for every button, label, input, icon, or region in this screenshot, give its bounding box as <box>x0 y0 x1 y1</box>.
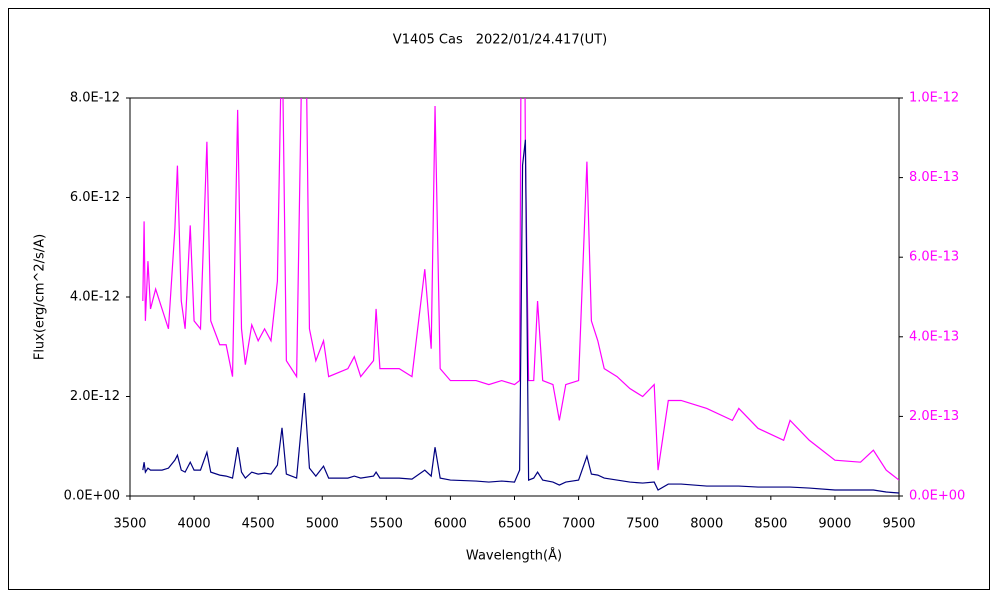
y2-tick-label: 8.0E-13 <box>909 170 959 185</box>
y-tick-label: 2.0E-12 <box>70 389 120 404</box>
x-tick-label: 5000 <box>306 517 339 532</box>
x-tick-label: 7000 <box>562 517 595 532</box>
y-tick-label: 6.0E-12 <box>70 190 120 205</box>
x-tick-label: 4500 <box>242 517 275 532</box>
spectrum-line <box>142 139 899 494</box>
plot-area <box>142 98 899 494</box>
x-tick-label: 9500 <box>882 517 915 532</box>
x-tick-label: 5500 <box>370 517 403 532</box>
y-axis-label: Flux(erg/cm^2/s/A) <box>33 234 48 360</box>
x-axis-label: Wavelength(Å) <box>466 548 562 564</box>
chart-title: V1405 Cas 2022/01/24.417(UT) <box>393 33 607 48</box>
x-tick-label: 8500 <box>754 517 787 532</box>
y2-tick-label: 6.0E-13 <box>909 250 959 265</box>
x-tick-label: 3500 <box>113 517 146 532</box>
y-tick-label: 8.0E-12 <box>70 91 120 106</box>
y-tick-label: 4.0E-12 <box>70 290 120 305</box>
y2-tick-label: 0.0E+00 <box>909 489 965 504</box>
x-tick-label: 9000 <box>818 517 851 532</box>
x-tick-label: 8000 <box>690 517 723 532</box>
x-tick-label: 7500 <box>626 517 659 532</box>
spectrum-line <box>142 98 899 481</box>
y-tick-label: 0.0E+00 <box>64 489 120 504</box>
chart-frame <box>8 8 990 590</box>
x-tick-label: 4000 <box>178 517 211 532</box>
x-tick-label: 6000 <box>434 517 467 532</box>
y2-tick-label: 1.0E-12 <box>909 91 959 106</box>
y2-tick-label: 4.0E-13 <box>909 329 959 344</box>
x-tick-label: 6500 <box>498 517 531 532</box>
y2-tick-label: 2.0E-13 <box>909 409 959 424</box>
